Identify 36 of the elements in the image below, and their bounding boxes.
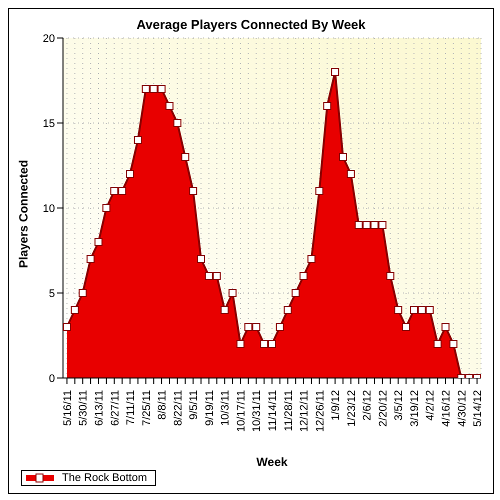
x-tick-label: 4/2/12 — [424, 390, 437, 421]
x-tick-label: 10/17/11 — [235, 390, 248, 432]
x-tick-label: 2/6/12 — [362, 390, 374, 421]
x-tick-label: 7/11/11 — [125, 390, 138, 426]
x-tick-label: 5/16/11 — [62, 390, 74, 426]
x-tick-label: 10/31/11 — [251, 390, 264, 432]
y-axis-title: Players Connected — [16, 160, 30, 268]
y-tick-label: 5 — [48, 288, 55, 300]
x-tick-label: 10/3/11 — [220, 390, 232, 426]
y-tick-label: 15 — [42, 118, 55, 130]
x-tick-label: 4/30/12 — [456, 390, 468, 427]
x-tick-label: 8/22/11 — [172, 390, 184, 426]
x-tick-label: 5/30/11 — [78, 390, 90, 426]
y-tick-label: 0 — [48, 372, 55, 385]
x-tick-label: 6/13/11 — [93, 390, 106, 426]
x-tick-label: 8/8/11 — [156, 390, 169, 420]
x-tick-label: 1/9/12 — [330, 390, 342, 421]
legend-label: The Rock Bottom — [61, 472, 147, 484]
x-tick-label: 2/20/12 — [377, 390, 390, 427]
x-tick-label: 9/19/11 — [204, 390, 216, 426]
x-tick-label: 4/16/12 — [440, 390, 453, 427]
chart-title: Average Players Connected By Week — [135, 17, 367, 32]
x-tick-label: 11/14/11 — [267, 390, 279, 432]
x-tick-label: 3/5/12 — [393, 390, 406, 421]
x-tick-label: 9/5/11 — [188, 390, 200, 420]
x-tick-label: 11/28/11 — [282, 390, 295, 432]
x-axis-title: Week — [256, 455, 288, 469]
x-tick-label: 3/19/12 — [408, 390, 421, 427]
x-tick-label: 5/14/12 — [472, 390, 484, 427]
x-tick-label: 12/12/11 — [298, 390, 311, 432]
x-tick-label: 1/23/12 — [346, 390, 358, 427]
x-tick-label: 7/25/11 — [140, 390, 153, 426]
y-tick-label: 10 — [42, 202, 55, 215]
x-tick-label: 12/26/11 — [314, 390, 326, 432]
x-tick-label: 6/27/11 — [109, 390, 122, 426]
y-tick-label: 20 — [42, 32, 55, 45]
